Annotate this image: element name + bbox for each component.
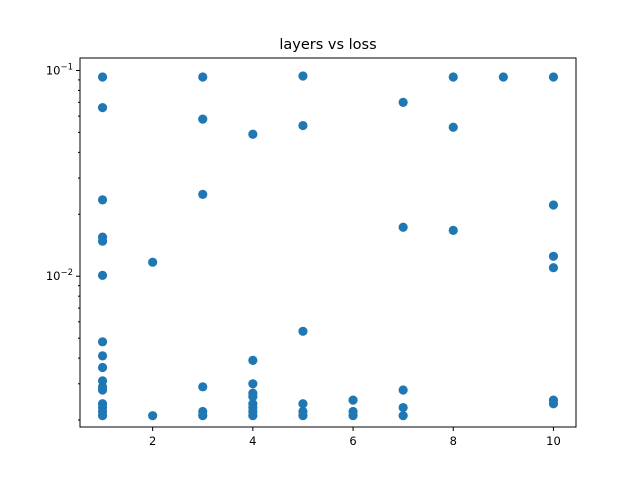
data-point <box>97 337 108 347</box>
data-point <box>448 72 458 82</box>
data-point <box>348 395 358 405</box>
data-point <box>448 122 458 132</box>
data-point <box>248 129 258 139</box>
data-point <box>298 326 308 336</box>
data-point <box>198 382 208 392</box>
data-point <box>348 411 358 421</box>
data-point <box>248 391 258 402</box>
data-point <box>148 411 158 421</box>
data-point <box>398 402 408 413</box>
data-point <box>148 257 158 267</box>
plot-frame <box>79 57 577 428</box>
data-point <box>548 251 559 261</box>
x-tick-label: 8 <box>450 434 457 448</box>
data-point <box>248 411 258 421</box>
data-point <box>298 71 308 81</box>
y-tick-label: 10−2 <box>46 268 73 283</box>
data-point <box>448 225 458 236</box>
data-point <box>248 379 258 389</box>
data-point <box>298 120 308 131</box>
data-point <box>97 103 108 113</box>
data-point <box>198 411 208 421</box>
x-tick-label: 10 <box>546 434 561 448</box>
data-point <box>97 362 108 373</box>
data-point <box>398 97 408 107</box>
data-point <box>498 72 508 82</box>
x-tick-label: 4 <box>249 434 256 448</box>
data-point <box>398 411 408 421</box>
data-point <box>97 236 108 246</box>
data-point <box>548 72 559 82</box>
data-point <box>548 263 559 273</box>
data-point <box>248 355 258 365</box>
data-point <box>298 399 308 409</box>
data-point <box>97 385 108 395</box>
y-axis-ticks: 10−2 10−1 <box>46 62 80 421</box>
data-point <box>97 351 108 361</box>
chart-title: layers vs loss <box>279 37 376 53</box>
data-point <box>97 72 108 82</box>
data-point <box>198 72 208 82</box>
data-point <box>398 222 408 232</box>
points-layer <box>97 71 559 421</box>
data-point <box>398 385 408 395</box>
data-point <box>97 195 108 205</box>
x-tick-label: 2 <box>149 434 156 448</box>
data-point <box>198 189 208 199</box>
data-point <box>97 411 108 421</box>
data-point <box>548 399 559 409</box>
x-tick-label: 6 <box>349 434 356 448</box>
y-tick-label: 10−1 <box>46 62 73 77</box>
data-point <box>298 411 308 421</box>
data-point <box>198 114 208 124</box>
x-axis-ticks: 2 4 6 8 10 <box>149 427 561 448</box>
data-point <box>548 200 559 210</box>
data-point <box>97 270 108 280</box>
